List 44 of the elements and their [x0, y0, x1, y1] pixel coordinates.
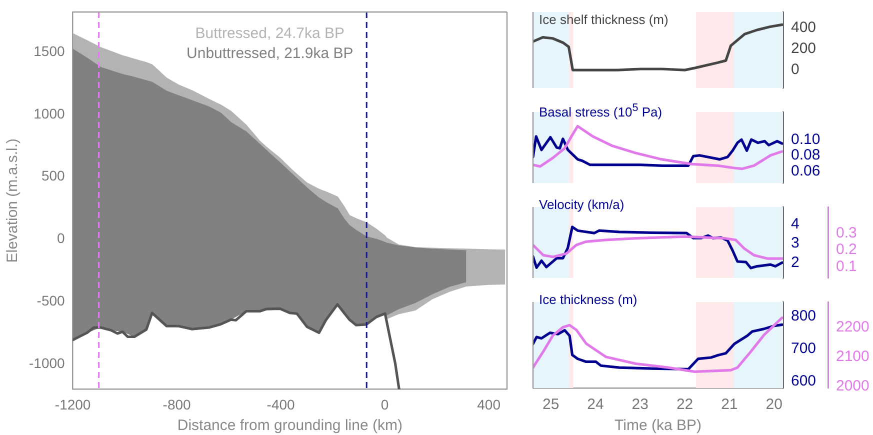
- x-tick-label: 22: [676, 396, 694, 414]
- x-tick-label: 23: [632, 396, 648, 414]
- x-axis-title: Distance from grounding line (km): [177, 417, 402, 434]
- x-axis-title: Time (ka BP): [614, 417, 702, 434]
- chart-title: Ice thickness (m): [539, 292, 638, 307]
- y-tick-label: 0: [57, 230, 66, 246]
- x-tick-label: 0: [380, 396, 389, 412]
- y-tick-label: 0.08: [791, 146, 820, 164]
- text: Unbuttressed, 21.9ka BP: [186, 45, 354, 62]
- y-tick-label: 2: [791, 254, 800, 271]
- y-tick-label: -500: [36, 292, 66, 309]
- x-tick-label: 20: [766, 396, 782, 414]
- y2-tick-label: 2000: [836, 378, 870, 395]
- x-tick-label: -1200: [54, 396, 91, 412]
- y2-tick-label: 0.3: [836, 224, 857, 242]
- y-tick-label: 0.10: [791, 130, 820, 148]
- y-tick-label: 1000: [34, 105, 66, 122]
- x-tick-label: 24: [587, 396, 604, 414]
- x-tick-label: 21: [721, 396, 738, 414]
- y2-tick-label: 2100: [836, 348, 870, 366]
- x-tick-label: 25: [542, 396, 560, 414]
- x-tick-label: 400: [477, 396, 501, 412]
- y-tick-label: 800: [791, 308, 816, 325]
- y2-tick-label: 2200: [836, 318, 870, 336]
- y-tick-label: 400: [791, 18, 816, 36]
- y2-tick-label: 0.2: [836, 241, 857, 258]
- chart-title: Velocity (km/a): [539, 197, 624, 212]
- y-tick-label: 0: [791, 61, 800, 78]
- y-tick-label: 600: [791, 372, 816, 390]
- y-tick-label: 500: [41, 168, 66, 184]
- y-tick-label: 700: [791, 340, 816, 358]
- chart-title: Basal stress (10$^{5}$ Pa): [539, 102, 662, 120]
- text: Buttressed, 24.7ka BP: [195, 25, 345, 42]
- y-tick-label: 3: [791, 234, 800, 252]
- y-tick-label: 4: [791, 215, 800, 232]
- y-axis-title: Elevation (m.a.s.l.): [4, 138, 22, 263]
- y-tick-label: -1000: [28, 355, 66, 372]
- y-tick-label: 1500: [34, 42, 66, 59]
- y-tick-label: 0.06: [791, 162, 820, 180]
- y-tick-label: 200: [791, 40, 816, 58]
- x-tick-label: -800: [162, 396, 192, 412]
- chart-title: Ice shelf thickness (m): [539, 12, 668, 27]
- y2-tick-label: 0.1: [836, 258, 857, 276]
- x-tick-label: -400: [266, 396, 296, 412]
